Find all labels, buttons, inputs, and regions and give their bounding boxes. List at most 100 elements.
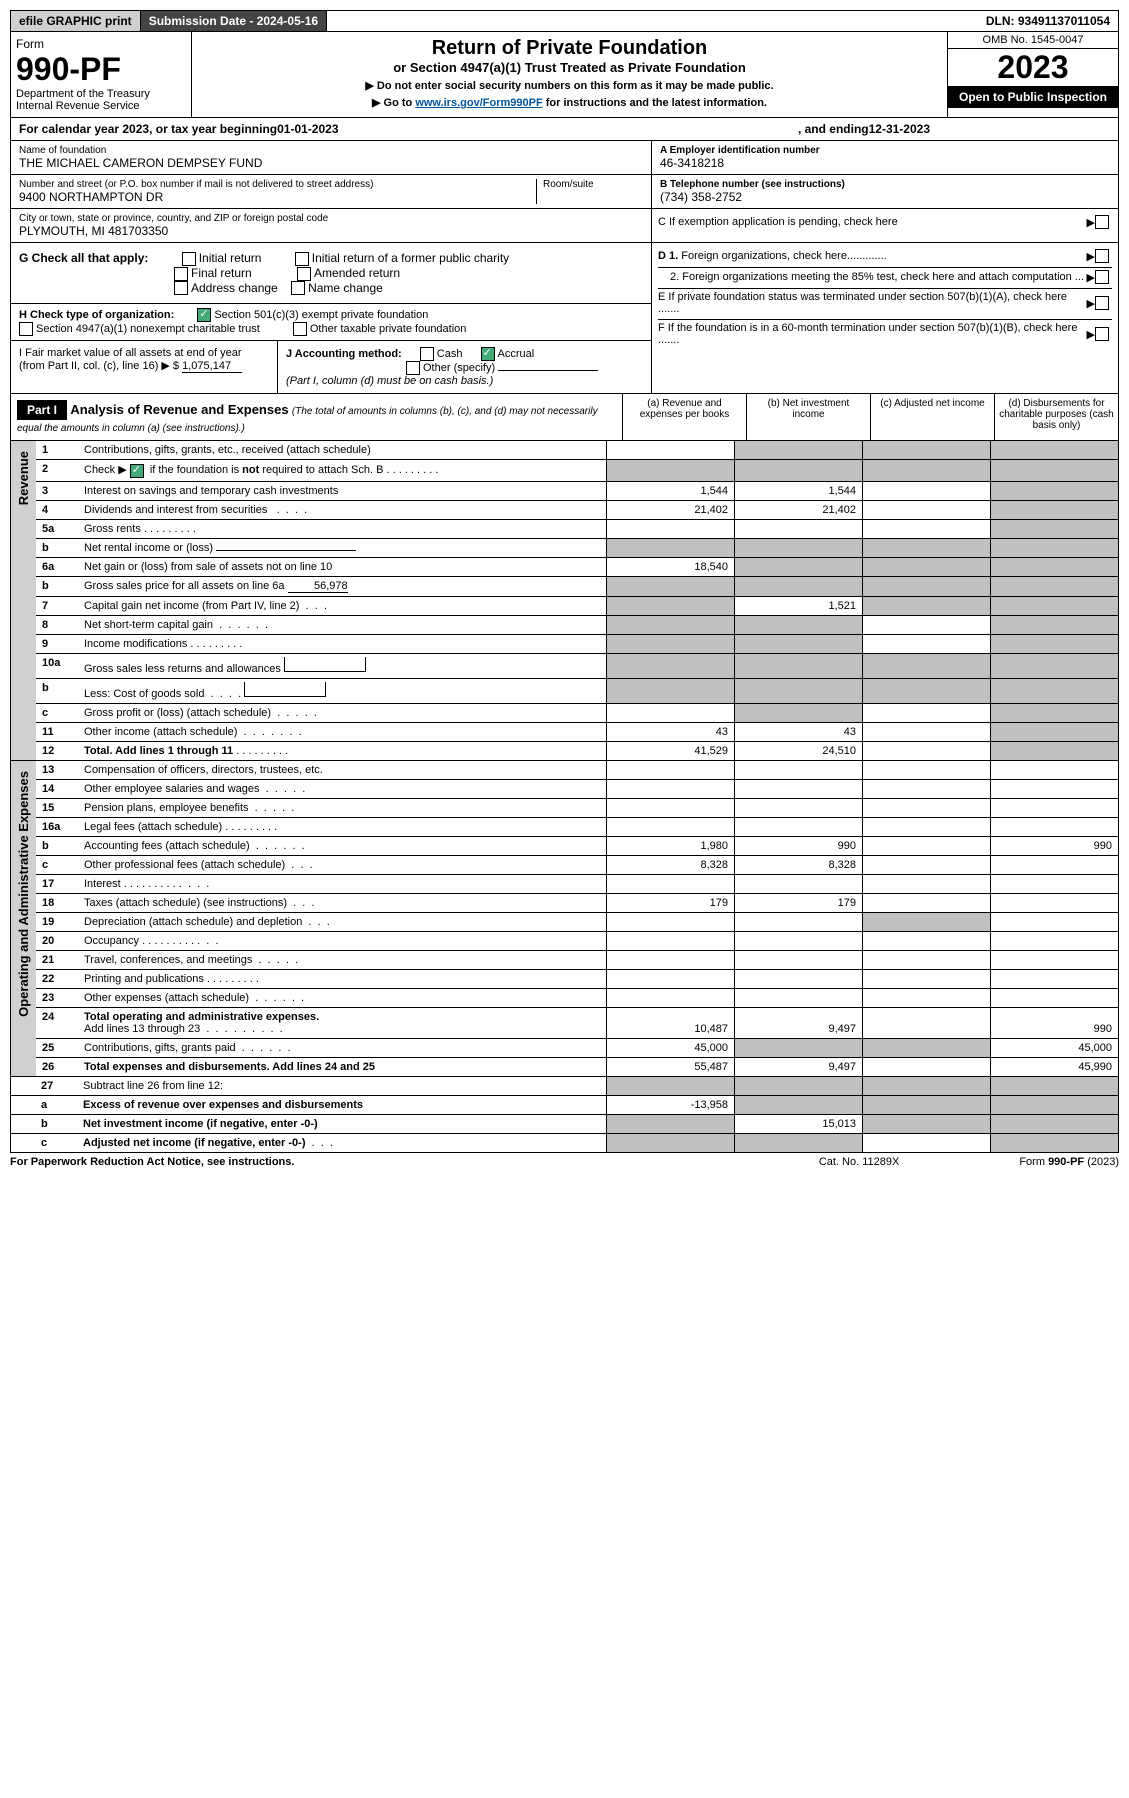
col-c-header: (c) Adjusted net income xyxy=(870,394,994,440)
name-label: Name of foundation xyxy=(19,145,643,156)
form-header: Form 990-PF Department of the Treasury I… xyxy=(10,32,1119,118)
expenses-section: Operating and Administrative Expenses 13… xyxy=(10,761,1119,1077)
checkbox-e[interactable] xyxy=(1095,296,1109,310)
street-address: 9400 NORTHAMPTON DR xyxy=(19,190,536,204)
j-note: (Part I, column (d) must be on cash basi… xyxy=(286,375,493,387)
checkbox-f[interactable] xyxy=(1095,327,1109,341)
row-7: Capital gain net income (from Part IV, l… xyxy=(78,596,607,615)
checkbox-d1[interactable] xyxy=(1095,249,1109,263)
chk-initial-former[interactable] xyxy=(295,252,309,266)
h-label: H Check type of organization: xyxy=(19,309,174,321)
row-5a: Gross rents . . . . . . . . . xyxy=(78,519,607,538)
check-e: E If private foundation status was termi… xyxy=(658,291,1087,315)
room-label: Room/suite xyxy=(543,179,643,190)
row-6a: Net gain or (loss) from sale of assets n… xyxy=(78,557,607,576)
row-17: Interest . . . . . . . . . . . . . xyxy=(78,874,607,893)
ssn-warning: ▶ Do not enter social security numbers o… xyxy=(197,79,942,92)
chk-amended[interactable] xyxy=(297,267,311,281)
calendar-year-row: For calendar year 2023, or tax year begi… xyxy=(10,118,1119,141)
row-15: Pension plans, employee benefits . . . .… xyxy=(78,798,607,817)
revenue-section: Revenue 1Contributions, gifts, grants, e… xyxy=(10,441,1119,760)
city-state-zip: PLYMOUTH, MI 481703350 xyxy=(19,224,643,238)
check-f: F If the foundation is in a 60-month ter… xyxy=(658,322,1087,346)
chk-other-method[interactable] xyxy=(406,361,420,375)
line-27-table: 27Subtract line 26 from line 12: aExcess… xyxy=(11,1077,1118,1153)
row-16c: Other professional fees (attach schedule… xyxy=(78,855,607,874)
row-3: Interest on savings and temporary cash i… xyxy=(78,481,607,500)
check-c: C If exemption application is pending, c… xyxy=(658,216,1087,228)
row-4: Dividends and interest from securities .… xyxy=(78,500,607,519)
chk-accrual[interactable] xyxy=(481,347,495,361)
row-9: Income modifications . . . . . . . . . xyxy=(78,634,607,653)
row-14: Other employee salaries and wages . . . … xyxy=(78,779,607,798)
omb-number: OMB No. 1545-0047 xyxy=(948,32,1118,49)
expenses-table: 13Compensation of officers, directors, t… xyxy=(36,761,1118,1077)
begin-date: 01-01-2023 xyxy=(277,122,338,136)
part1-header-row: Part I Analysis of Revenue and Expenses … xyxy=(10,394,1119,441)
row-27a: Excess of revenue over expenses and disb… xyxy=(77,1095,607,1114)
form-label: Form xyxy=(16,37,186,51)
irs-label: Internal Revenue Service xyxy=(16,100,186,112)
g-label: G Check all that apply: xyxy=(19,251,148,265)
row-10a: Gross sales less returns and allowances xyxy=(78,653,607,678)
col-a-header: (a) Revenue and expenses per books xyxy=(622,394,746,440)
row-25: Contributions, gifts, grants paid . . . … xyxy=(78,1038,607,1057)
revenue-side-label: Revenue xyxy=(10,441,36,760)
efile-label[interactable]: efile GRAPHIC print xyxy=(11,11,141,31)
col-d-header: (d) Disbursements for charitable purpose… xyxy=(994,394,1118,440)
cat-no: Cat. No. 11289X xyxy=(819,1156,900,1168)
row-27b: Net investment income (if negative, ente… xyxy=(77,1114,607,1133)
chk-addr-change[interactable] xyxy=(174,281,188,295)
row-8: Net short-term capital gain . . . . . . xyxy=(78,615,607,634)
tel-label: B Telephone number (see instructions) xyxy=(660,179,1110,190)
checkbox-c[interactable] xyxy=(1095,215,1109,229)
col-b-header: (b) Net investment income xyxy=(746,394,870,440)
row-16b: Accounting fees (attach schedule) . . . … xyxy=(78,836,607,855)
end-date: 12-31-2023 xyxy=(869,122,930,136)
row-22: Printing and publications . . . . . . . … xyxy=(78,969,607,988)
submission-date: Submission Date - 2024-05-16 xyxy=(141,11,327,31)
row-6b: Gross sales price for all assets on line… xyxy=(78,576,607,596)
open-inspection: Open to Public Inspection xyxy=(948,86,1118,108)
dln: DLN: 93491137011054 xyxy=(978,11,1118,31)
revenue-table: 1Contributions, gifts, grants, etc., rec… xyxy=(36,441,1118,760)
chk-name-change[interactable] xyxy=(291,281,305,295)
fmv-value: 1,075,147 xyxy=(182,360,242,373)
checkbox-d2[interactable] xyxy=(1095,270,1109,284)
chk-other-tax[interactable] xyxy=(293,322,307,336)
footer: For Paperwork Reduction Act Notice, see … xyxy=(10,1153,1119,1171)
row-12: Total. Add lines 1 through 11 . . . . . … xyxy=(78,741,607,760)
foundation-name: THE MICHAEL CAMERON DEMPSEY FUND xyxy=(19,156,643,170)
identity-block: Name of foundation THE MICHAEL CAMERON D… xyxy=(10,141,1119,243)
row-5b: Net rental income or (loss) xyxy=(78,538,607,557)
chk-initial[interactable] xyxy=(182,252,196,266)
part1-title: Analysis of Revenue and Expenses xyxy=(70,402,288,417)
irs-link[interactable]: www.irs.gov/Form990PF xyxy=(415,97,542,109)
form-title: Return of Private Foundation xyxy=(197,37,942,60)
city-label: City or town, state or province, country… xyxy=(19,213,643,224)
row-26: Total expenses and disbursements. Add li… xyxy=(78,1057,607,1076)
form-subtitle: or Section 4947(a)(1) Trust Treated as P… xyxy=(197,60,942,75)
chk-cash[interactable] xyxy=(420,347,434,361)
part1-badge: Part I xyxy=(17,400,67,420)
j-label: J Accounting method: xyxy=(286,348,402,360)
row-19: Depreciation (attach schedule) and deple… xyxy=(78,912,607,931)
tax-year: 2023 xyxy=(948,49,1118,86)
row-20: Occupancy . . . . . . . . . . . . xyxy=(78,931,607,950)
addr-label: Number and street (or P.O. box number if… xyxy=(19,179,536,190)
ein-label: A Employer identification number xyxy=(660,145,1110,156)
row-23: Other expenses (attach schedule) . . . .… xyxy=(78,988,607,1007)
row-18: Taxes (attach schedule) (see instruction… xyxy=(78,893,607,912)
top-bar: efile GRAPHIC print Submission Date - 20… xyxy=(10,10,1119,32)
chk-sch-b[interactable] xyxy=(130,464,144,478)
row-1: Contributions, gifts, grants, etc., rece… xyxy=(78,441,607,460)
row-2: Check ▶ if the foundation is not require… xyxy=(78,460,607,481)
tel-value: (734) 358-2752 xyxy=(660,190,1110,204)
ein-value: 46-3418218 xyxy=(660,156,1110,170)
chk-4947[interactable] xyxy=(19,322,33,336)
dept-treasury: Department of the Treasury xyxy=(16,88,186,100)
chk-final[interactable] xyxy=(174,267,188,281)
chk-501c3[interactable] xyxy=(197,308,211,322)
row-10c: Gross profit or (loss) (attach schedule)… xyxy=(78,703,607,722)
row-27: Subtract line 26 from line 12: xyxy=(77,1077,607,1096)
